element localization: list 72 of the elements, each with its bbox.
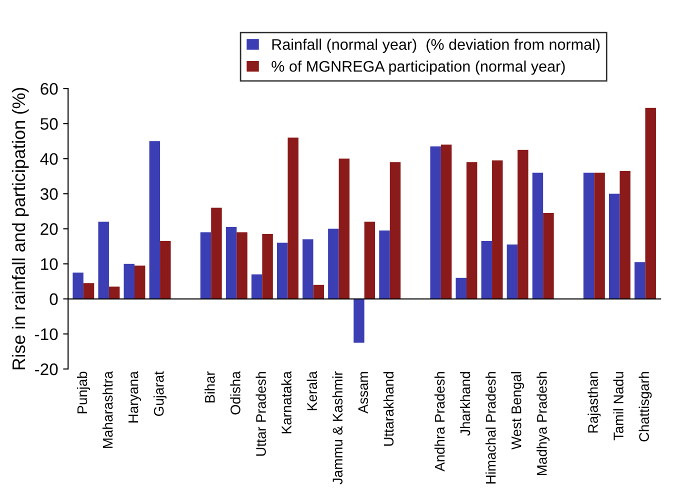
bar [72,272,84,299]
bar [236,232,248,299]
bar [211,208,222,299]
x-tick-label: Maharashtra [102,371,113,448]
y-tick-label: 0 [50,293,58,306]
x-tick-label: Tamil Nadu [613,372,624,440]
x-tick-label: Chattisgarh [638,372,652,442]
bar [645,108,656,299]
bar [364,222,376,299]
bar [608,194,620,299]
y-tick-label: 20 [40,223,58,235]
bar [328,228,339,299]
bar [543,213,554,299]
bar [506,244,518,299]
y-tick-label: 10 [41,258,58,270]
bar [288,138,298,299]
x-tick-label: Jammu & Kashmir [332,371,343,484]
y-tick-label: 50 [40,118,58,130]
x-tick-label: Punjab [76,372,90,414]
y-tick-label: 60 [40,82,58,95]
bar [379,230,390,299]
bar [594,172,605,299]
bar [160,241,171,299]
bar [251,274,262,299]
bar [481,241,492,299]
bar [620,170,630,299]
x-tick-label: Assam [358,372,368,414]
x-tick-label: Uttarakhand [383,372,394,446]
x-tick-label: Odisha [230,371,240,414]
legend-label: % of MGNREGA participation (normal year) [272,60,565,75]
bar [466,162,478,299]
bar [430,146,441,299]
bar [124,264,134,299]
bar [200,232,212,299]
bar [456,278,466,299]
x-tick-label: Madhya Pradesh [536,372,550,475]
bar [302,239,314,299]
bar [134,266,146,299]
bar [390,162,401,299]
bar [313,284,324,299]
bar [492,160,503,299]
bar [276,242,288,299]
bar [583,172,594,299]
y-tick-label: 40 [40,153,58,165]
bar [518,150,528,299]
bar [149,141,160,299]
y-axis-title: Rise in rainfall and participation (%) [12,88,29,370]
y-tick-label: -20 [35,363,58,376]
x-tick-label: Jharkhand [460,372,470,436]
x-tick-label: West Bengal [511,372,524,450]
x-tick-label: Uttar Pradesh [256,372,266,456]
x-tick-label: Karnataka [281,371,292,434]
x-tick-label: Gujarat [154,371,167,416]
bar [226,227,237,299]
bar [83,283,94,299]
y-tick-label: -10 [35,328,58,340]
bar [354,298,364,343]
x-tick-label: Himachal Pradesh [486,372,496,484]
x-tick-label: Rajasthan [588,372,601,433]
x-tick-label: Haryana [128,371,141,422]
bar [108,286,120,299]
x-tick-label: Bihar [204,371,215,402]
legend-label: Rainfall (normal year) (% deviation from normal) [272,38,600,53]
bar [634,262,646,299]
bar [338,158,350,299]
y-tick-label: 30 [40,188,58,200]
x-tick-label: Andhra Pradesh [434,372,445,472]
bar [440,144,452,299]
x-tick-label: Kerala [306,371,317,410]
bar [532,172,544,299]
bar [262,234,273,299]
bar [98,222,109,299]
